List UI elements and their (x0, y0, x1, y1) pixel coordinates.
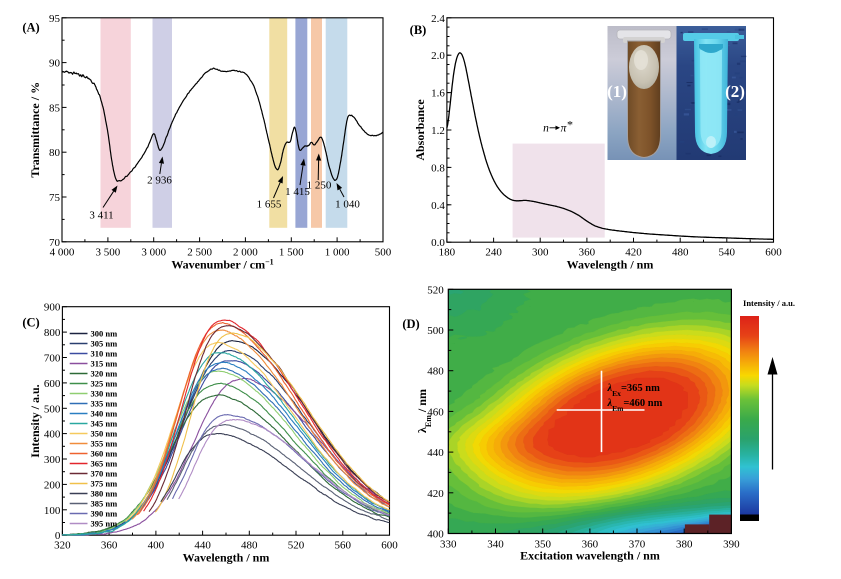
svg-text:480: 480 (427, 366, 444, 378)
svg-text:395 nm: 395 nm (91, 519, 118, 529)
svg-text:3 000: 3 000 (141, 246, 166, 258)
svg-text:480: 480 (672, 247, 689, 259)
svg-text:0: 0 (55, 530, 61, 542)
svg-text:2 936: 2 936 (147, 175, 172, 187)
svg-text:305 nm: 305 nm (91, 339, 118, 349)
svg-text:600: 600 (381, 540, 398, 552)
svg-text:310 nm: 310 nm (91, 349, 118, 359)
svg-text:1 500: 1 500 (279, 246, 304, 258)
svg-text:325 nm: 325 nm (91, 379, 118, 389)
svg-text:540: 540 (719, 247, 736, 259)
svg-text:2.0: 2.0 (431, 50, 445, 62)
svg-text:420: 420 (427, 488, 444, 500)
svg-text:600: 600 (44, 378, 61, 390)
svg-text:0.0: 0.0 (431, 237, 445, 249)
svg-text:800: 800 (44, 327, 61, 339)
svg-text:95: 95 (49, 13, 61, 25)
svg-text:70: 70 (49, 237, 61, 249)
svg-text:*: * (567, 118, 573, 132)
svg-text:400: 400 (427, 529, 444, 541)
svg-text:390: 390 (723, 539, 740, 551)
svg-text:300 nm: 300 nm (91, 329, 118, 339)
svg-text:345 nm: 345 nm (91, 419, 118, 429)
svg-text:(2): (2) (725, 82, 745, 101)
svg-text:Wavelength / nm: Wavelength / nm (183, 551, 270, 565)
svg-text:80: 80 (49, 147, 61, 159)
svg-text:1 040: 1 040 (335, 199, 360, 211)
svg-text:(A): (A) (22, 21, 39, 35)
svg-text:900: 900 (44, 302, 61, 314)
svg-text:200: 200 (44, 479, 61, 491)
svg-text:Wavelength / nm: Wavelength / nm (567, 258, 654, 272)
svg-text:315 nm: 315 nm (91, 359, 118, 369)
svg-text:385 nm: 385 nm (91, 499, 118, 509)
svg-text:335 nm: 335 nm (91, 399, 118, 409)
svg-text:0.4: 0.4 (431, 200, 445, 212)
svg-text:100: 100 (44, 505, 61, 517)
svg-text:400: 400 (44, 429, 61, 441)
svg-text:380: 380 (676, 539, 693, 551)
svg-text:(C): (C) (22, 316, 39, 330)
svg-text:Absorbance: Absorbance (413, 99, 427, 161)
svg-text:(B): (B) (410, 23, 427, 37)
svg-text:1.6: 1.6 (431, 88, 445, 100)
svg-text:330 nm: 330 nm (91, 389, 118, 399)
svg-text:3 500: 3 500 (96, 246, 121, 258)
svg-text:360: 360 (101, 540, 118, 552)
svg-text:0.8: 0.8 (431, 162, 445, 174)
svg-text:520: 520 (288, 540, 305, 552)
svg-text:300: 300 (44, 454, 61, 466)
svg-text:n: n (543, 123, 549, 135)
svg-text:355 nm: 355 nm (91, 439, 118, 449)
svg-text:1 250: 1 250 (307, 180, 332, 192)
svg-text:360 nm: 360 nm (91, 449, 118, 459)
svg-text:390 nm: 390 nm (91, 509, 118, 519)
svg-text:Wavenumber / cm−1: Wavenumber / cm−1 (171, 257, 273, 272)
svg-text:3 411: 3 411 (89, 210, 113, 222)
svg-text:2 500: 2 500 (187, 246, 212, 258)
svg-text:500: 500 (375, 246, 392, 258)
svg-text:Intensity / a.u.: Intensity / a.u. (743, 298, 795, 308)
svg-text:400: 400 (148, 540, 165, 552)
svg-text:560: 560 (335, 540, 352, 552)
svg-text:Excitation wavelength / nm: Excitation wavelength / nm (520, 549, 660, 563)
svg-text:500: 500 (44, 403, 61, 415)
svg-text:365 nm: 365 nm (91, 459, 118, 469)
svg-text:1.2: 1.2 (431, 125, 445, 137)
svg-text:600: 600 (765, 247, 782, 259)
svg-text:350 nm: 350 nm (91, 429, 118, 439)
svg-text:85: 85 (49, 102, 61, 114)
svg-text:(1): (1) (607, 82, 627, 101)
svg-text:240: 240 (485, 247, 502, 259)
svg-text:700: 700 (44, 353, 61, 365)
svg-text:2.4: 2.4 (431, 13, 445, 25)
svg-text:1 655: 1 655 (257, 199, 282, 211)
svg-text:300: 300 (532, 247, 549, 259)
svg-text:90: 90 (49, 58, 61, 70)
svg-text:500: 500 (427, 325, 444, 337)
svg-text:75: 75 (49, 192, 61, 204)
svg-text:320 nm: 320 nm (91, 369, 118, 379)
svg-text:Intensity / a.u.: Intensity / a.u. (28, 384, 42, 457)
svg-text:340 nm: 340 nm (91, 409, 118, 419)
svg-text:370 nm: 370 nm (91, 469, 118, 479)
svg-text:440: 440 (427, 447, 444, 459)
svg-text:380 nm: 380 nm (91, 489, 118, 499)
svg-text:2 000: 2 000 (233, 246, 258, 258)
svg-text:1 000: 1 000 (325, 246, 350, 258)
svg-text:375 nm: 375 nm (91, 479, 118, 489)
svg-text:520: 520 (427, 284, 444, 296)
svg-text:(D): (D) (402, 317, 419, 331)
svg-text:340: 340 (487, 539, 504, 551)
svg-text:Transmittance / %: Transmittance / % (28, 82, 42, 178)
